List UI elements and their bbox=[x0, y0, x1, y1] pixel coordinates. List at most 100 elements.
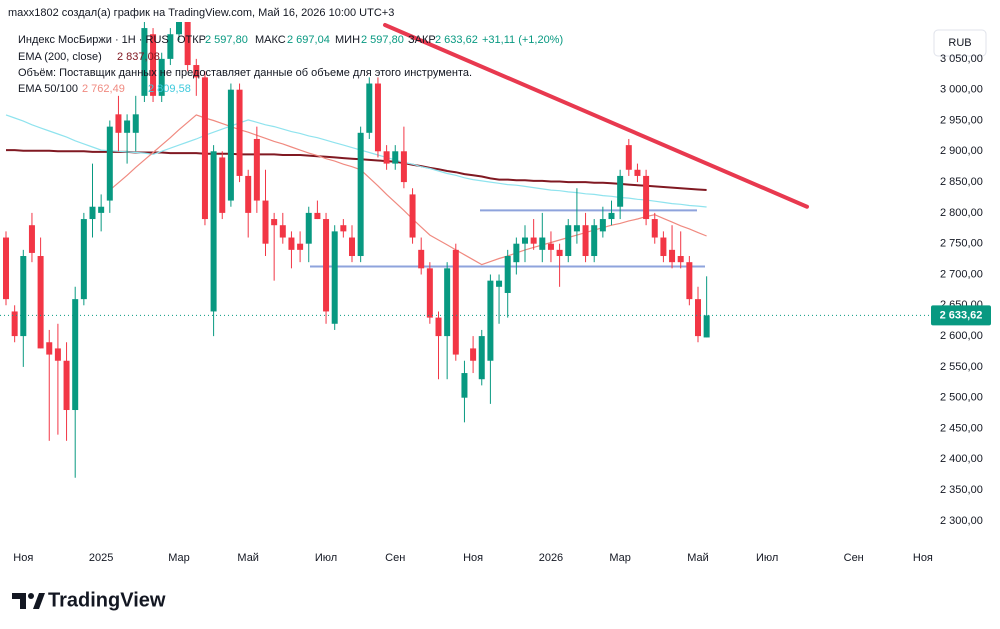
candle-body bbox=[323, 219, 330, 312]
candle-body bbox=[297, 243, 304, 250]
candle-body bbox=[582, 225, 589, 257]
candle-body bbox=[210, 151, 217, 312]
x-tick-label: Ноя bbox=[13, 552, 33, 564]
candle-body bbox=[20, 256, 27, 337]
x-tick-label: Май bbox=[687, 552, 709, 564]
candle-body bbox=[72, 299, 79, 411]
candle-body bbox=[504, 256, 511, 293]
header: maxx1802 создал(а) график на TradingView… bbox=[8, 7, 394, 19]
candle-body bbox=[279, 225, 286, 238]
candle-body bbox=[80, 219, 87, 300]
open-label: ОТКР bbox=[177, 34, 206, 46]
x-tick-label: Сен bbox=[385, 552, 405, 564]
candle-body bbox=[573, 225, 580, 232]
y-tick-label: 3 050,00 bbox=[940, 53, 983, 65]
candle-body bbox=[11, 311, 18, 337]
y-tick-label: 2 500,00 bbox=[940, 392, 983, 404]
ema-line bbox=[109, 114, 707, 266]
ema200-value: 2 837,08 bbox=[117, 51, 160, 63]
x-tick-label: Ноя bbox=[463, 552, 483, 564]
candle-body bbox=[660, 237, 667, 257]
y-tick-label: 2 850,00 bbox=[940, 176, 983, 188]
low-label: МИН bbox=[335, 34, 360, 46]
candle-body bbox=[132, 114, 139, 133]
candle-body bbox=[400, 151, 407, 183]
x-tick-label: Сен bbox=[844, 552, 864, 564]
y-tick-label: 2 550,00 bbox=[940, 361, 983, 373]
candle-body bbox=[37, 256, 44, 349]
trend-line bbox=[383, 23, 809, 209]
candle-body bbox=[625, 145, 632, 170]
candle-body bbox=[643, 175, 650, 220]
candle-body bbox=[487, 280, 494, 361]
candle-body bbox=[530, 237, 537, 244]
candle-body bbox=[115, 114, 122, 133]
ema50-value: 2 762,49 bbox=[82, 83, 125, 95]
candle-body bbox=[349, 237, 355, 257]
y-tick-label: 2 350,00 bbox=[940, 484, 983, 496]
y-tick-label: 2 450,00 bbox=[940, 422, 983, 434]
candle-body bbox=[219, 157, 226, 213]
candle-body bbox=[461, 373, 468, 398]
candle-body bbox=[556, 249, 563, 257]
candle-body bbox=[141, 28, 148, 96]
candle-body bbox=[591, 225, 598, 257]
candle-body bbox=[201, 77, 208, 220]
y-tick-label: 2 700,00 bbox=[940, 268, 983, 280]
low-value: 2 597,80 bbox=[361, 34, 404, 46]
plot-area bbox=[3, 22, 809, 478]
candle-body bbox=[262, 200, 269, 244]
candle-body bbox=[305, 212, 312, 244]
x-tick-label: 2025 bbox=[89, 552, 113, 564]
close-value: 2 633,62 bbox=[435, 34, 478, 46]
ema-line bbox=[5, 114, 707, 208]
y-tick-label: 2 300,00 bbox=[940, 515, 983, 527]
currency[interactable]: RUB bbox=[948, 37, 971, 49]
x-tick-label: Май bbox=[237, 552, 259, 564]
volume-note: Объём: Поставщик данных не предоставляет… bbox=[18, 67, 472, 79]
candle-body bbox=[470, 348, 477, 361]
candle-body bbox=[608, 212, 615, 220]
candle-body bbox=[288, 237, 295, 250]
candle-body bbox=[383, 151, 390, 164]
candle-body bbox=[703, 315, 710, 338]
candle-body bbox=[496, 280, 503, 287]
candle-body bbox=[28, 225, 35, 253]
candle-body bbox=[253, 138, 260, 201]
y-tick-label: 2 750,00 bbox=[940, 238, 983, 250]
x-tick-label: Ноя bbox=[913, 552, 933, 564]
y-tick-label: 2 400,00 bbox=[940, 453, 983, 465]
candle-body bbox=[686, 262, 693, 300]
candle-body bbox=[3, 237, 9, 300]
candle-body bbox=[478, 336, 485, 380]
candle-body bbox=[522, 237, 528, 244]
last-price-label: 2 633,62 bbox=[940, 309, 983, 321]
x-tick-label: Мар bbox=[609, 552, 631, 564]
candle-body bbox=[374, 83, 381, 152]
candle-body bbox=[340, 225, 347, 232]
y-tick-label: 2 950,00 bbox=[940, 114, 983, 126]
candle-body bbox=[98, 206, 105, 213]
x-tick-label: 2026 bbox=[539, 552, 563, 564]
candle-body bbox=[54, 348, 61, 361]
currency-button[interactable] bbox=[933, 29, 987, 57]
candle-body bbox=[547, 243, 554, 250]
candle-body bbox=[357, 132, 364, 257]
candle-body bbox=[167, 34, 174, 59]
x-tick-label: Июл bbox=[756, 552, 778, 564]
candle-body bbox=[418, 249, 425, 269]
candle-body bbox=[617, 175, 624, 207]
candle-body bbox=[634, 169, 641, 176]
open-value: 2 597,80 bbox=[205, 34, 248, 46]
y-tick-label: 2 600,00 bbox=[940, 330, 983, 342]
candle-body bbox=[124, 120, 131, 133]
candle-body bbox=[150, 34, 157, 96]
high-value: 2 697,04 bbox=[287, 34, 330, 46]
high-label: МАКС bbox=[255, 34, 286, 46]
candle-body bbox=[331, 231, 338, 324]
candle-body bbox=[158, 58, 165, 96]
candle-body bbox=[366, 83, 373, 133]
candle-body bbox=[513, 243, 520, 263]
candle-body bbox=[444, 268, 451, 337]
